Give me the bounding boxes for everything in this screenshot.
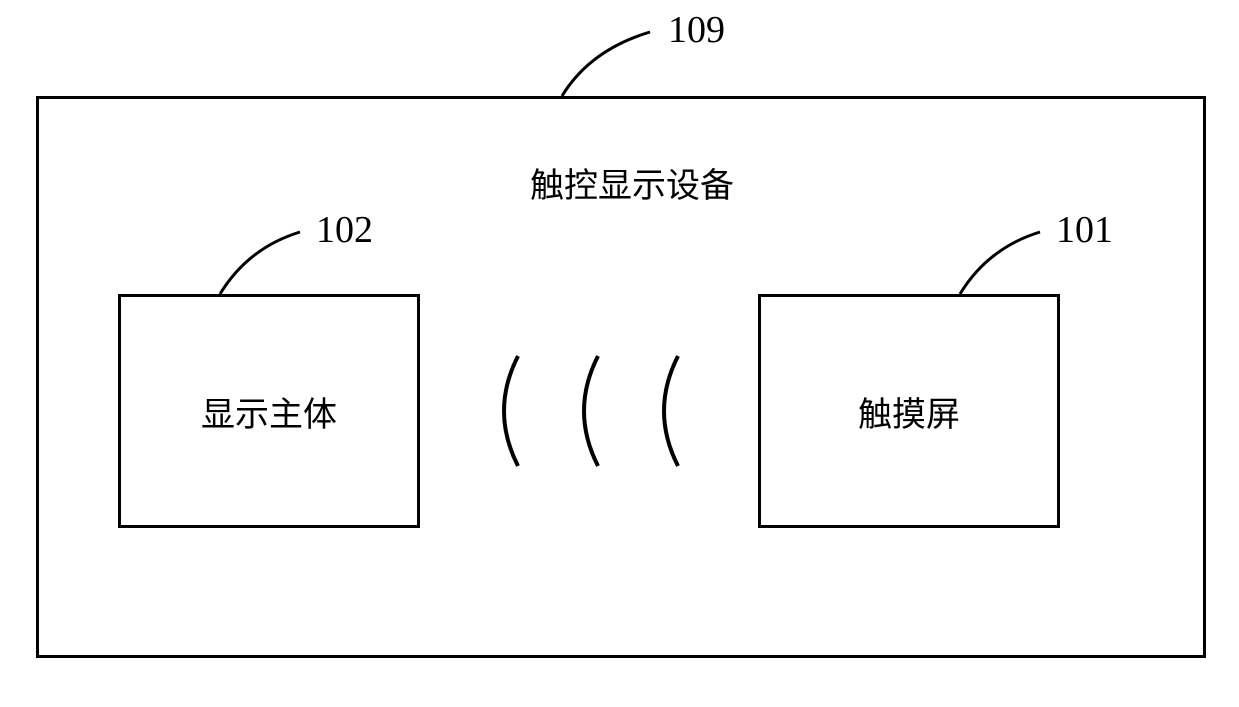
diagram-canvas: 触控显示设备 显示主体 触摸屏 109 102 101 [0, 0, 1239, 707]
leader-right [0, 0, 1239, 707]
ref-label-right: 101 [1056, 208, 1113, 252]
